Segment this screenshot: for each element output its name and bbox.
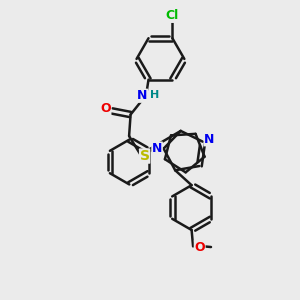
Text: H: H [151,89,160,100]
Text: N: N [152,142,162,155]
Text: O: O [100,102,111,116]
Text: O: O [194,241,205,254]
Text: S: S [140,149,150,163]
Text: Cl: Cl [166,9,179,22]
Text: N: N [204,133,214,146]
Text: N: N [137,89,147,102]
